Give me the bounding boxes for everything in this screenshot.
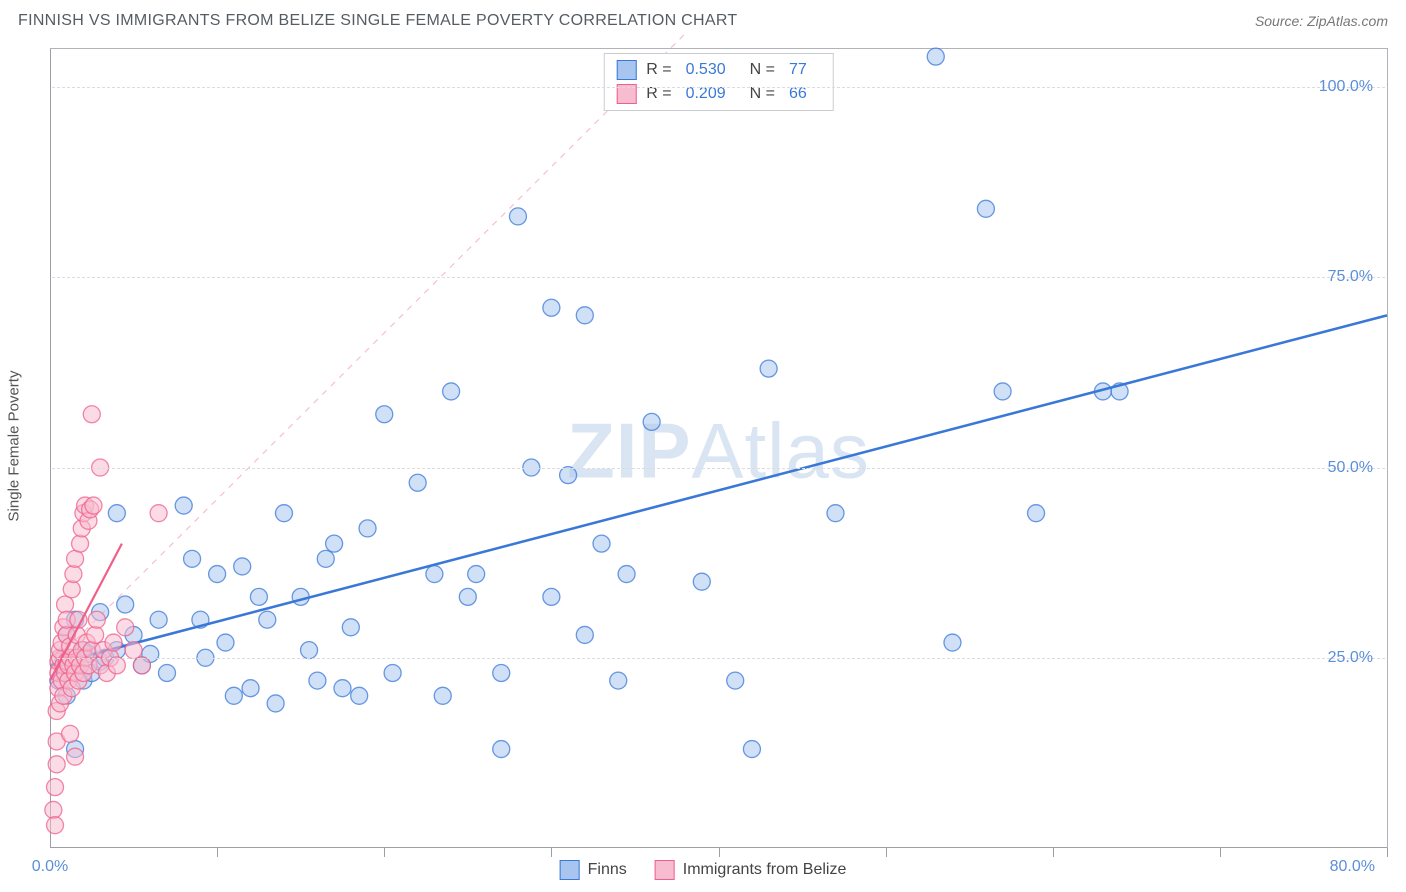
legend-label-finns: Finns — [588, 861, 627, 879]
n-value-finns: 77 — [789, 61, 807, 79]
x-tick — [719, 848, 720, 857]
n-label: N = — [750, 61, 775, 79]
y-tick-label: 75.0% — [1328, 268, 1373, 286]
chart-title: FINNISH VS IMMIGRANTS FROM BELIZE SINGLE… — [18, 12, 738, 30]
legend-item-finns: Finns — [560, 860, 627, 880]
swatch-finns — [616, 60, 636, 80]
gridline — [52, 658, 1385, 659]
gridline — [52, 277, 1385, 278]
y-tick-label: 100.0% — [1319, 78, 1373, 96]
x-tick — [1220, 848, 1221, 857]
x-axis-max-label: 80.0% — [1330, 858, 1375, 876]
x-tick — [1053, 848, 1054, 857]
gridline — [52, 87, 1385, 88]
legend-series: Finns Immigrants from Belize — [560, 860, 847, 880]
r-label: R = — [646, 61, 671, 79]
chart-plot-area: ZIPAtlas R = 0.530 N = 77 R = 0.209 N = … — [50, 48, 1388, 848]
legend-stats-row-belize: R = 0.209 N = 66 — [616, 82, 821, 106]
x-tick — [551, 848, 552, 857]
swatch-finns-icon — [560, 860, 580, 880]
x-tick — [886, 848, 887, 857]
x-tick — [1387, 848, 1388, 857]
legend-stats: R = 0.530 N = 77 R = 0.209 N = 66 — [603, 53, 834, 111]
x-axis-min-label: 0.0% — [32, 858, 68, 876]
legend-label-belize: Immigrants from Belize — [683, 861, 847, 879]
x-tick — [217, 848, 218, 857]
legend-stats-row-finns: R = 0.530 N = 77 — [616, 58, 821, 82]
legend-item-belize: Immigrants from Belize — [655, 860, 847, 880]
x-tick — [384, 848, 385, 857]
swatch-belize-icon — [655, 860, 675, 880]
y-tick-label: 25.0% — [1328, 649, 1373, 667]
y-axis-label: Single Female Poverty — [6, 371, 23, 522]
scatter-svg — [50, 49, 1387, 848]
gridline — [52, 468, 1385, 469]
y-tick-label: 50.0% — [1328, 459, 1373, 477]
r-value-finns: 0.530 — [686, 61, 726, 79]
source-attribution: Source: ZipAtlas.com — [1255, 13, 1388, 29]
